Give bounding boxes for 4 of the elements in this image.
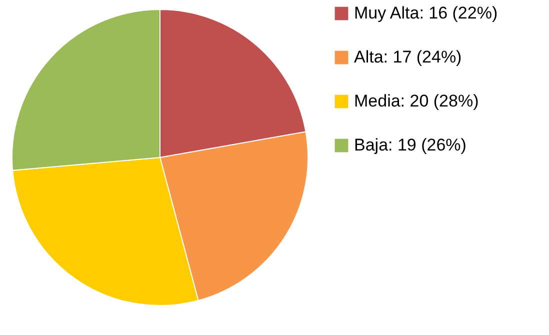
legend-label: Muy Alta: 16 (22%) bbox=[354, 4, 498, 22]
legend-label: Media: 20 (28%) bbox=[354, 92, 479, 110]
legend-label: Baja: 19 (26%) bbox=[354, 136, 466, 154]
legend-label: Alta: 17 (24%) bbox=[354, 48, 462, 66]
